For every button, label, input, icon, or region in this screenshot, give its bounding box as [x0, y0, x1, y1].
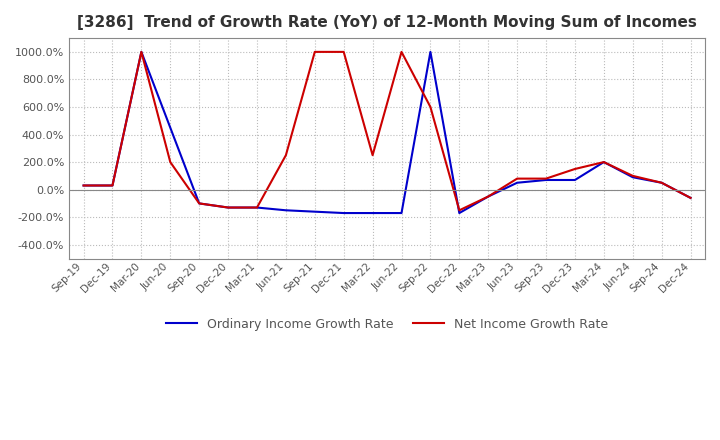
- Ordinary Income Growth Rate: [339, 210, 348, 216]
- Ordinary Income Growth Rate: [513, 180, 521, 185]
- Net Income Growth Rate: [426, 104, 435, 110]
- Net Income Growth Rate: [137, 49, 145, 55]
- Ordinary Income Growth Rate: [600, 159, 608, 165]
- Title: [3286]  Trend of Growth Rate (YoY) of 12-Month Moving Sum of Incomes: [3286] Trend of Growth Rate (YoY) of 12-…: [77, 15, 697, 30]
- Ordinary Income Growth Rate: [629, 175, 637, 180]
- Net Income Growth Rate: [224, 205, 233, 210]
- Net Income Growth Rate: [513, 176, 521, 181]
- Net Income Growth Rate: [484, 194, 492, 199]
- Ordinary Income Growth Rate: [195, 201, 204, 206]
- Ordinary Income Growth Rate: [426, 49, 435, 55]
- Net Income Growth Rate: [79, 183, 88, 188]
- Ordinary Income Growth Rate: [108, 183, 117, 188]
- Ordinary Income Growth Rate: [253, 205, 261, 210]
- Ordinary Income Growth Rate: [686, 195, 695, 201]
- Net Income Growth Rate: [310, 49, 319, 55]
- Ordinary Income Growth Rate: [397, 210, 406, 216]
- Net Income Growth Rate: [455, 208, 464, 213]
- Ordinary Income Growth Rate: [79, 183, 88, 188]
- Net Income Growth Rate: [541, 176, 550, 181]
- Net Income Growth Rate: [166, 159, 174, 165]
- Ordinary Income Growth Rate: [282, 208, 290, 213]
- Net Income Growth Rate: [282, 153, 290, 158]
- Net Income Growth Rate: [571, 166, 580, 172]
- Net Income Growth Rate: [369, 153, 377, 158]
- Net Income Growth Rate: [397, 49, 406, 55]
- Ordinary Income Growth Rate: [224, 205, 233, 210]
- Net Income Growth Rate: [108, 183, 117, 188]
- Ordinary Income Growth Rate: [484, 194, 492, 199]
- Line: Net Income Growth Rate: Net Income Growth Rate: [84, 52, 690, 210]
- Net Income Growth Rate: [253, 205, 261, 210]
- Legend: Ordinary Income Growth Rate, Net Income Growth Rate: Ordinary Income Growth Rate, Net Income …: [161, 313, 613, 336]
- Ordinary Income Growth Rate: [137, 49, 145, 55]
- Net Income Growth Rate: [657, 180, 666, 185]
- Ordinary Income Growth Rate: [455, 210, 464, 216]
- Line: Ordinary Income Growth Rate: Ordinary Income Growth Rate: [84, 52, 690, 213]
- Net Income Growth Rate: [629, 173, 637, 179]
- Net Income Growth Rate: [339, 49, 348, 55]
- Net Income Growth Rate: [600, 159, 608, 165]
- Ordinary Income Growth Rate: [369, 210, 377, 216]
- Net Income Growth Rate: [686, 195, 695, 201]
- Net Income Growth Rate: [195, 201, 204, 206]
- Ordinary Income Growth Rate: [166, 125, 174, 130]
- Ordinary Income Growth Rate: [571, 177, 580, 183]
- Ordinary Income Growth Rate: [310, 209, 319, 214]
- Ordinary Income Growth Rate: [657, 180, 666, 185]
- Ordinary Income Growth Rate: [541, 177, 550, 183]
